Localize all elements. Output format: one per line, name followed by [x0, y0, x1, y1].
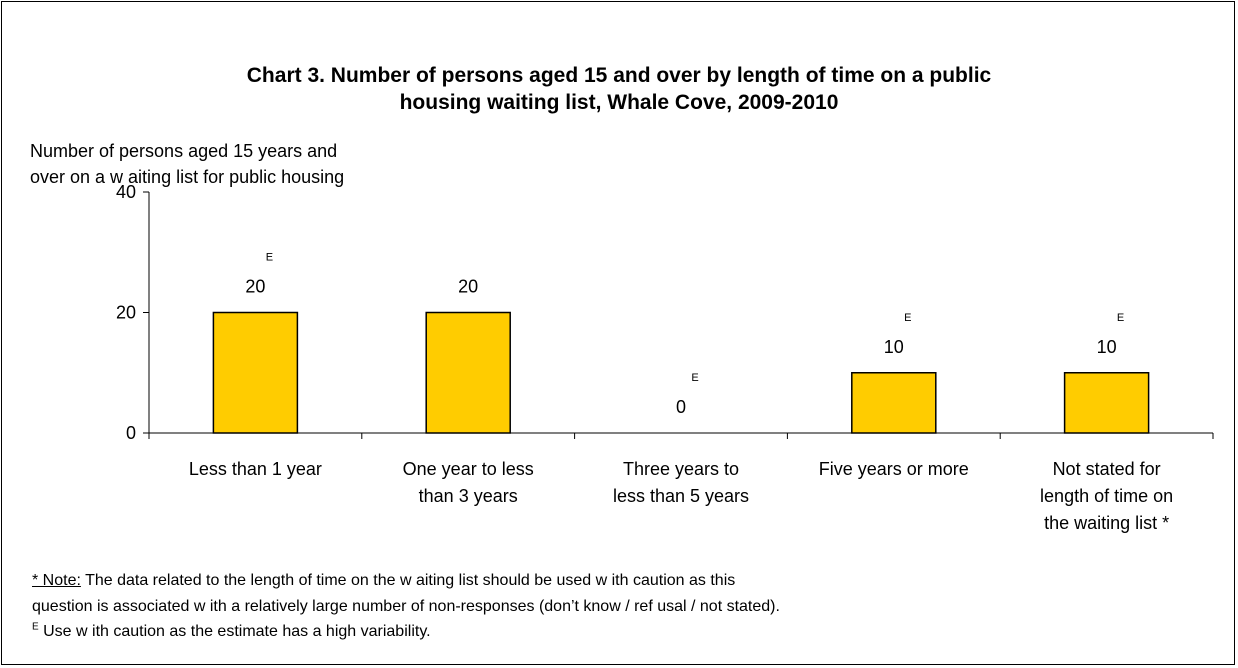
estimate-flag: E — [691, 372, 698, 384]
category-label: less than 5 years — [613, 486, 749, 506]
x-axis-tick-labels: Less than 1 year One year to less than 3 y… — [189, 459, 1173, 533]
data-label: 10 — [884, 337, 904, 357]
y-tick-label: 0 — [126, 423, 136, 443]
estimate-flag: E — [1117, 312, 1124, 324]
data-labels: 20 E 20 0 E 10 E 10 E — [245, 252, 1124, 418]
estimate-marker: E — [32, 621, 39, 633]
category-label: the waiting list * — [1044, 513, 1169, 533]
chart-title-line: Chart 3. Number of persons aged 15 and o… — [247, 64, 992, 87]
category-label: Not stated for — [1053, 459, 1161, 479]
estimate-note: E Use w ith caution as the estimate has … — [32, 621, 431, 641]
y-axis-title-line: Number of persons aged 15 years and — [30, 141, 337, 161]
bars — [212, 311, 1150, 434]
category-label: Less than 1 year — [189, 459, 322, 479]
note-line-1: * Note: The data related to the length o… — [32, 572, 735, 590]
data-label: 10 — [1097, 337, 1117, 357]
category-label: length of time on — [1040, 486, 1173, 506]
note-text-2: question is associated w ith a relativel… — [32, 598, 780, 615]
axes: 0 20 40 — [116, 182, 1214, 443]
y-tick-label: 40 — [116, 182, 136, 202]
y-tick-label: 20 — [116, 303, 136, 323]
bar — [212, 311, 299, 434]
note-marker: * Note: — [32, 572, 81, 589]
estimate-flag: E — [266, 252, 273, 264]
estimate-flag: E — [904, 312, 911, 324]
note-text-1: The data related to the length of time o… — [80, 572, 736, 589]
chart-title: Chart 3. Number of persons aged 15 and o… — [247, 64, 992, 114]
category-label: One year to less — [403, 459, 534, 479]
category-label: Five years or more — [819, 459, 969, 479]
note-line-2: question is associated w ith a relativel… — [32, 598, 780, 616]
category-label: than 3 years — [419, 486, 518, 506]
y-axis-title-line: over on a w aiting list for public housi… — [30, 167, 344, 187]
data-label: 20 — [458, 277, 478, 297]
estimate-note-text: Use w ith caution as the estimate has a … — [38, 623, 431, 640]
bar — [851, 372, 937, 434]
bar — [425, 311, 511, 434]
category-label: Three years to — [623, 459, 739, 479]
y-axis-title: Number of persons aged 15 years and over … — [30, 141, 344, 187]
data-label: 0 — [676, 397, 686, 417]
data-label: 20 — [245, 277, 265, 297]
chart-title-line: housing waiting list, Whale Cove, 2009-2… — [400, 91, 839, 114]
bar — [1063, 372, 1150, 434]
